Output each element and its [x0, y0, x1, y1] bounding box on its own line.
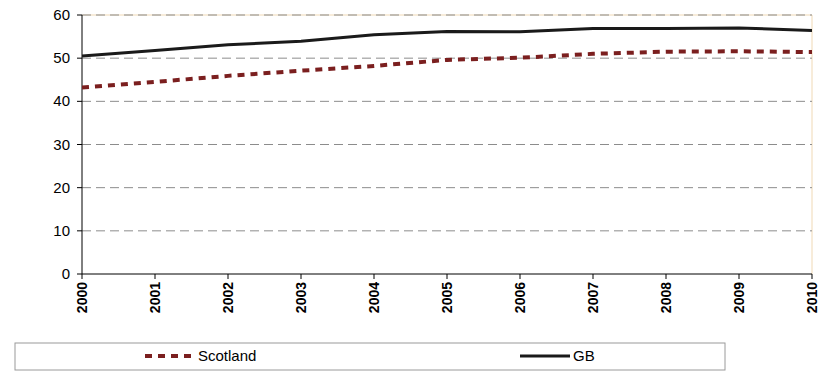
x-tick-label: 2007 — [585, 282, 601, 313]
y-tick-label: 40 — [53, 92, 70, 109]
series-line — [82, 28, 812, 56]
y-tick-label: 60 — [53, 6, 70, 23]
legend-label: Scotland — [198, 347, 256, 364]
legend-swatch — [520, 355, 570, 358]
plot-frame — [82, 15, 812, 16]
y-tick-label: 10 — [53, 222, 70, 239]
x-tick-label: 2001 — [147, 282, 163, 313]
x-tick-label: 2004 — [366, 282, 382, 313]
x-tick-label: 2002 — [220, 282, 236, 313]
y-tick-label: 30 — [53, 136, 70, 153]
y-tick-label: 0 — [62, 265, 70, 282]
y-tick — [77, 274, 82, 275]
x-tick-label: 2003 — [293, 282, 309, 313]
x-axis — [82, 274, 812, 275]
plot-area — [82, 28, 812, 88]
y-tick — [77, 101, 82, 102]
x-tick — [666, 274, 667, 279]
grid-line — [82, 230, 812, 231]
x-tick-label: 2009 — [731, 282, 747, 313]
x-tick — [374, 274, 375, 279]
x-tick — [155, 274, 156, 279]
grid-line — [82, 144, 812, 145]
y-tick — [77, 144, 82, 145]
x-tick — [228, 274, 229, 279]
x-tick — [520, 274, 521, 279]
x-tick-label: 2000 — [74, 282, 90, 313]
y-tick-label: 20 — [53, 179, 70, 196]
x-tick — [301, 274, 302, 279]
series-line — [82, 51, 812, 87]
y-axis — [82, 15, 83, 274]
x-tick-label: 2008 — [658, 282, 674, 313]
y-tick — [77, 15, 82, 16]
y-tick-label: 50 — [53, 49, 70, 66]
x-tick — [447, 274, 448, 279]
y-tick — [77, 187, 82, 188]
legend-swatch — [145, 354, 195, 358]
x-tick — [812, 274, 813, 279]
x-tick-label: 2006 — [512, 282, 528, 313]
x-tick — [593, 274, 594, 279]
grid-line — [82, 187, 812, 188]
chart-svg: 0 10 20 30 40 50 60 2000 2001 2002 2003 2004 2005 200… — [0, 0, 829, 378]
x-tick — [739, 274, 740, 279]
chart-container: 0 10 20 30 40 50 60 2000 2001 2002 2003 2004 2005 200… — [0, 0, 829, 378]
legend: Scotland GB — [15, 343, 725, 370]
y-tick — [77, 230, 82, 231]
grid-line — [82, 15, 812, 16]
y-tick — [77, 58, 82, 59]
legend-box — [15, 343, 725, 370]
legend-label: GB — [573, 347, 595, 364]
x-tick-label: 2005 — [439, 282, 455, 313]
grid-line — [82, 101, 812, 102]
x-tick — [82, 274, 83, 279]
x-tick-label: 2010 — [804, 282, 820, 313]
